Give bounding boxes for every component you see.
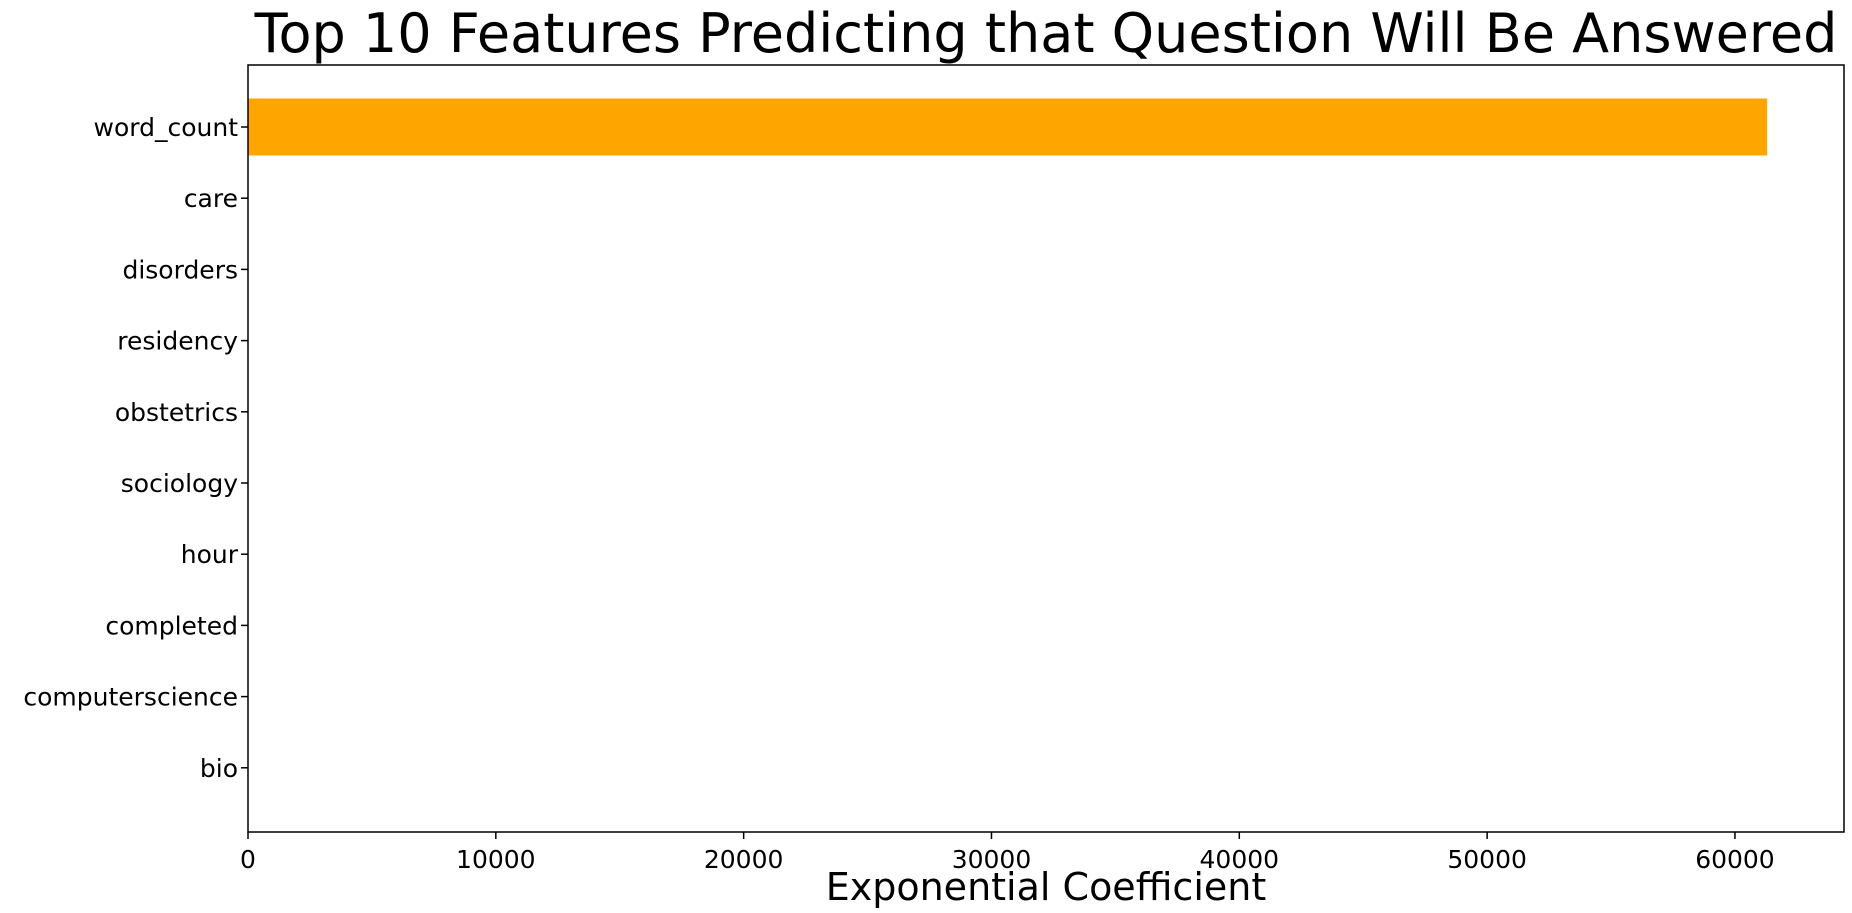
x-axis-label: Exponential Coefficient <box>826 865 1267 909</box>
y-tick-label-residency: residency <box>117 327 238 356</box>
y-tick-label-hour: hour <box>181 540 239 569</box>
x-tick-label: 30000 <box>952 845 1032 874</box>
x-tick-label: 0 <box>240 845 256 874</box>
bars-group <box>248 98 1768 797</box>
plot-frame <box>247 64 1845 833</box>
y-tick-label-word_count: word_count <box>94 113 239 142</box>
y-tick-label-bio: bio <box>200 754 238 783</box>
bar-word_count <box>248 98 1768 156</box>
x-tick-label: 50000 <box>1447 845 1527 874</box>
y-tick-label-obstetrics: obstetrics <box>115 398 238 427</box>
y-tick-label-computerscience: computerscience <box>23 683 238 712</box>
x-tick-label: 60000 <box>1695 845 1775 874</box>
y-tick-label-sociology: sociology <box>121 469 238 498</box>
x-tick-label: 40000 <box>1200 845 1280 874</box>
chart-title: Top 10 Features Predicting that Question… <box>254 2 1838 65</box>
x-tick-label: 10000 <box>456 845 536 874</box>
x-tick-label: 20000 <box>704 845 784 874</box>
y-tick-label-care: care <box>184 184 238 213</box>
y-tick-label-completed: completed <box>105 611 238 640</box>
x-axis-ticks: 0 10000 20000 30000 40000 50000 60000 <box>240 832 1775 874</box>
y-tick-label-disorders: disorders <box>122 255 238 284</box>
